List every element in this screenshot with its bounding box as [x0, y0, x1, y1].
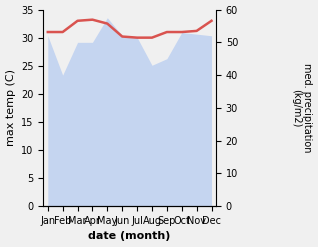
X-axis label: date (month): date (month) [88, 231, 171, 242]
Y-axis label: max temp (C): max temp (C) [5, 69, 16, 146]
Y-axis label: med. precipitation
(kg/m2): med. precipitation (kg/m2) [291, 63, 313, 153]
